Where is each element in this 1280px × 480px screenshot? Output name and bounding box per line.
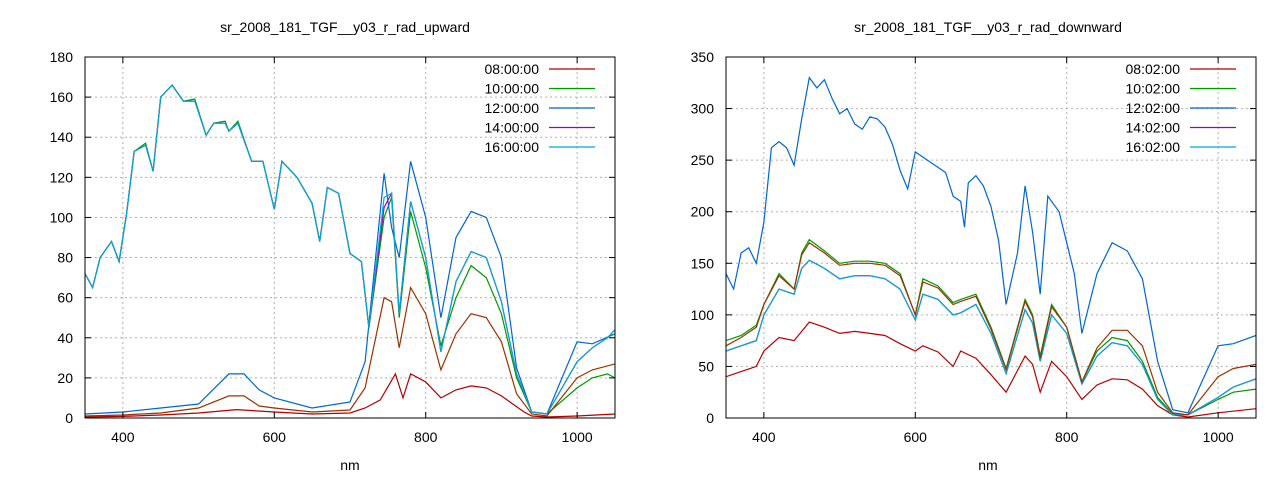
upward-radiance-chart: sr_2008_181_TGF__y03_r_rad_upward nm 400… [50, 19, 616, 473]
y-tick-label: 100 [691, 307, 715, 323]
y-tick-label: 0 [65, 410, 73, 426]
series-line-5 [726, 241, 1256, 416]
x-tick-label: 600 [263, 429, 287, 445]
y-tick-label: 0 [706, 410, 714, 426]
y-tick-label: 140 [50, 129, 74, 145]
x-tick-label: 600 [904, 429, 928, 445]
series-line-3 [726, 259, 1256, 416]
series-line-2 [85, 161, 615, 415]
series-line-4 [726, 259, 1256, 416]
series-line-4 [85, 84, 615, 415]
legend-label: 10:02:00 [1126, 81, 1181, 97]
legend-label: 10:00:00 [485, 81, 540, 97]
legend-label: 16:00:00 [485, 139, 540, 155]
y-tick-label: 180 [50, 49, 74, 65]
y-tick-label: 40 [57, 330, 73, 346]
x-tick-label: 800 [414, 429, 438, 445]
series-line-2 [726, 76, 1256, 414]
y-tick-label: 150 [691, 255, 715, 271]
y-tick-label: 80 [57, 250, 73, 266]
y-tick-label: 200 [691, 204, 715, 220]
legend-label: 12:02:00 [1126, 100, 1181, 116]
y-tick-label: 50 [698, 358, 714, 374]
series-line-1 [726, 238, 1256, 416]
downward-radiance-chart: sr_2008_181_TGF__y03_r_rad_downward nm 4… [691, 19, 1257, 473]
x-tick-label: 400 [752, 429, 776, 445]
x-axis-label: nm [978, 457, 997, 473]
chart-title: sr_2008_181_TGF__y03_r_rad_downward [854, 19, 1122, 35]
y-tick-label: 60 [57, 290, 73, 306]
y-tick-label: 100 [50, 209, 74, 225]
legend-label: 14:02:00 [1126, 120, 1181, 136]
plot-frame [725, 56, 1257, 419]
series-line-5 [85, 285, 615, 417]
y-tick-label: 160 [50, 89, 74, 105]
x-tick-label: 400 [111, 429, 135, 445]
y-tick-label: 120 [50, 169, 74, 185]
plot-frame [84, 56, 616, 419]
y-tick-label: 350 [691, 49, 715, 65]
series-line-0 [726, 321, 1256, 418]
x-tick-label: 1000 [1203, 429, 1234, 445]
y-tick-label: 20 [57, 370, 73, 386]
legend-label: 08:02:00 [1126, 61, 1181, 77]
legend-label: 12:00:00 [485, 100, 540, 116]
x-axis-label: nm [340, 457, 359, 473]
x-tick-label: 1000 [562, 429, 593, 445]
series-line-0 [85, 372, 615, 418]
x-tick-label: 800 [1055, 429, 1079, 445]
y-tick-label: 300 [691, 101, 715, 117]
y-tick-label: 250 [691, 152, 715, 168]
legend-label: 16:02:00 [1126, 139, 1181, 155]
legend-label: 08:00:00 [485, 61, 540, 77]
chart-title: sr_2008_181_TGF__y03_r_rad_upward [220, 19, 470, 35]
legend-label: 14:00:00 [485, 120, 540, 136]
